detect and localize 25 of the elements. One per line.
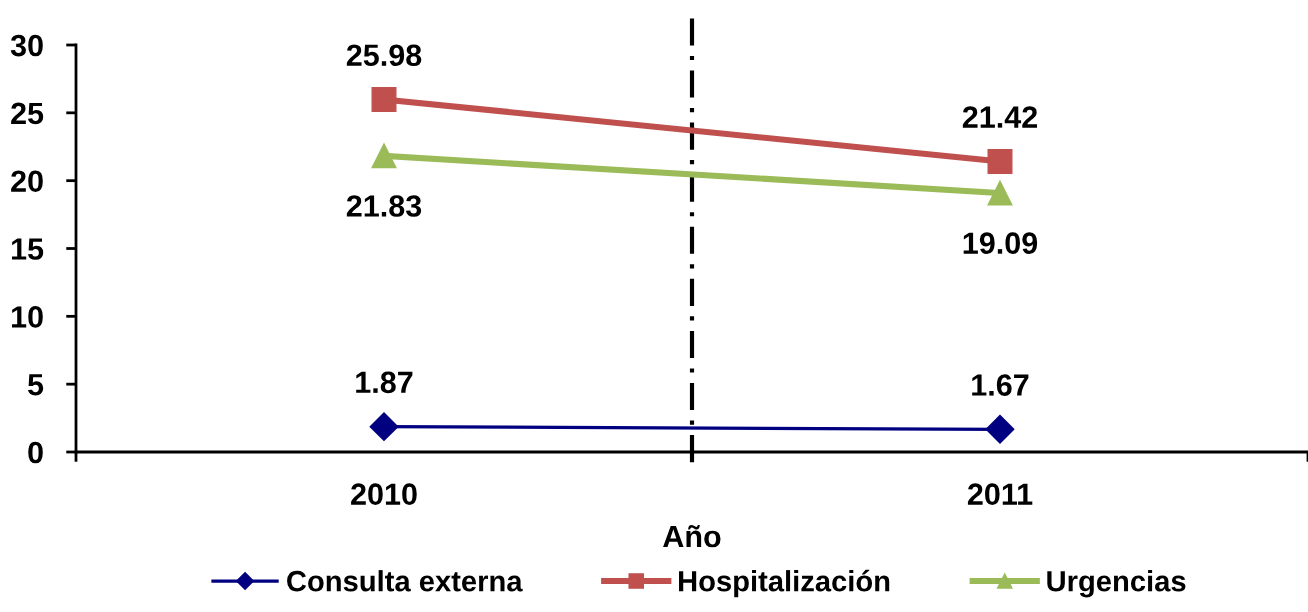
point	[371, 143, 397, 169]
data-label: 21.83	[346, 195, 422, 217]
y-tick-label: 0	[28, 441, 43, 464]
point	[987, 180, 1013, 206]
y-tick-label: 25	[11, 102, 44, 125]
y-tick-label: 30	[10, 34, 43, 57]
point	[985, 414, 1015, 444]
legend-label: Consulta externa	[287, 570, 523, 592]
y-tick-label: 15	[12, 238, 44, 260]
point	[987, 148, 1013, 174]
data-label: 19.09	[963, 232, 1038, 254]
data-label: 25.98	[346, 44, 422, 67]
y-tick-label: 20	[11, 170, 43, 193]
y-tick-label: 10	[12, 306, 43, 328]
legend-label: Urgencias	[1047, 570, 1186, 598]
y-tick-label: 5	[28, 374, 44, 396]
data-label: 1.67	[972, 374, 1029, 396]
x-tick-label: 2010	[351, 483, 417, 505]
point	[369, 412, 399, 442]
legend-label: Hospitalización	[679, 569, 890, 598]
point	[371, 87, 397, 113]
x-tick-label: 2011	[967, 483, 1033, 505]
data-label: 1.87	[356, 371, 413, 394]
x-axis-title: Año	[663, 525, 721, 548]
data-label: 21.42	[962, 106, 1038, 128]
